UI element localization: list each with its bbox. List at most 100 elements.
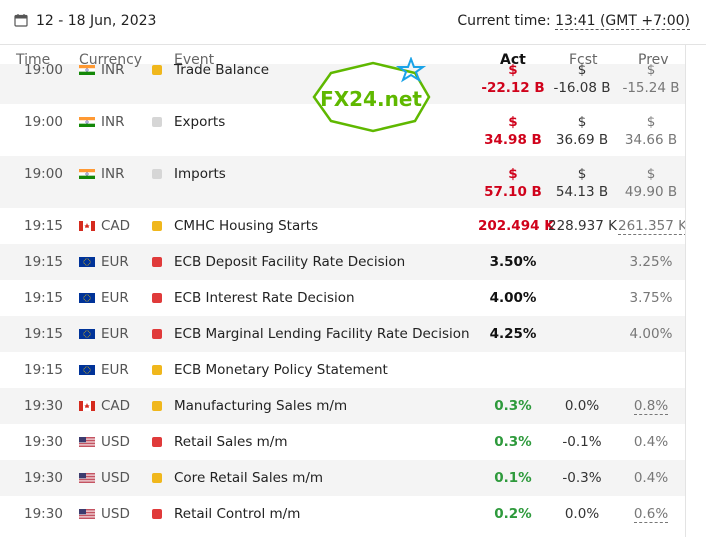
table-row[interactable]: 19:30 USD Retail Control m/m 0.2% 0.0% 0.6% (0, 496, 685, 532)
eu-flag-icon (79, 329, 95, 339)
events-table: 19:00 INR Trade Balance $ -22.12 B $ -16.08 B $… (0, 64, 685, 537)
watermark-text: FX24.net (320, 87, 422, 111)
table-row[interactable]: 19:15 EUR ECB Marginal Lending Facility Ra… (0, 316, 685, 352)
eu-flag-icon (79, 365, 95, 375)
importance-high-icon (152, 437, 162, 447)
eu-flag-icon (79, 257, 95, 267)
calendar-header: 12 - 18 Jun, 2023 Current time: 13:41 (G… (0, 0, 706, 45)
event-currency: EUR (101, 326, 129, 342)
table-row[interactable]: 19:00 INR Imports $57.10 B $54.13 B $49.90 B (0, 156, 685, 208)
india-flag-icon (79, 117, 95, 127)
event-time: 19:15 (24, 362, 63, 378)
actual-value: 4.00% (489, 290, 537, 306)
forecast-value: 0.0% (564, 506, 600, 522)
forecast-currency-symbol: $ (577, 114, 587, 130)
calendar-icon[interactable] (14, 13, 28, 27)
event-time: 19:30 (24, 506, 63, 522)
current-time-label: Current time: (457, 13, 551, 29)
event-currency: EUR (101, 290, 129, 306)
importance-medium-icon (152, 401, 162, 411)
column-currency: Currency (79, 52, 143, 68)
previous-value[interactable]: 0.8% (633, 398, 669, 415)
importance-medium-icon (152, 65, 162, 75)
actual-value: 34.98 B (484, 132, 542, 148)
table-row[interactable]: 19:15 EUR ECB Deposit Facility Rate Decisi… (0, 244, 685, 280)
previous-value-cell: 3.25% (618, 254, 684, 270)
event-name[interactable]: ECB Interest Rate Decision (174, 290, 355, 306)
usa-flag-icon (79, 509, 95, 519)
timezone-selector[interactable]: 13:41 (GMT +7:00) (555, 13, 690, 30)
table-header: Time Currency Event Act Fcst Prev (0, 45, 706, 75)
india-flag-icon (79, 169, 95, 179)
date-range-picker[interactable]: 12 - 18 Jun, 2023 (36, 13, 157, 29)
event-name[interactable]: ECB Monetary Policy Statement (174, 362, 388, 378)
event-name[interactable]: CMHC Housing Starts (174, 218, 319, 234)
table-row[interactable]: 19:30 CAD Manufacturing Sales m/m 0.3% 0.0% 0… (0, 388, 685, 424)
actual-value: 4.25% (489, 326, 537, 342)
importance-medium-icon (152, 473, 162, 483)
previous-value: 3.25% (629, 254, 673, 270)
column-event: Event (174, 52, 215, 68)
previous-currency-symbol: $ (646, 114, 656, 130)
event-name[interactable]: Retail Control m/m (174, 506, 301, 522)
previous-value: 0.4% (633, 434, 669, 450)
actual-value: -22.12 B (481, 80, 545, 96)
importance-high-icon (152, 293, 162, 303)
actual-value: 0.1% (494, 470, 532, 486)
forecast-currency-symbol: $ (577, 64, 587, 78)
actual-value: 202.494 K (478, 218, 555, 234)
importance-low-icon (152, 117, 162, 127)
event-currency: INR (101, 166, 125, 182)
table-row[interactable]: 19:15 CAD CMHC Housing Starts 202.494 K 228.… (0, 208, 685, 244)
actual-value: 0.2% (494, 506, 532, 522)
event-currency: CAD (101, 398, 131, 414)
forecast-value: 54.13 B (555, 184, 609, 200)
importance-medium-icon (152, 365, 162, 375)
event-currency: EUR (101, 362, 129, 378)
previous-value-cell: 261.357 K (618, 218, 685, 235)
event-name[interactable]: ECB Deposit Facility Rate Decision (174, 254, 406, 270)
canada-flag-icon (79, 221, 95, 231)
event-currency: EUR (101, 254, 129, 270)
eu-flag-icon (79, 293, 95, 303)
event-time: 19:15 (24, 326, 63, 342)
previous-currency-symbol: $ (646, 166, 656, 182)
previous-value: 34.66 B (624, 132, 678, 148)
table-row[interactable]: 19:00 INR Exports $34.98 B $36.69 B $34.66 B (0, 104, 685, 156)
event-name[interactable]: Retail Sales m/m (174, 434, 288, 450)
current-time: Current time: 13:41 (GMT +7:00) (457, 13, 690, 30)
previous-value-cell: 3.75% (618, 290, 684, 306)
event-name[interactable]: Manufacturing Sales m/m (174, 398, 348, 414)
table-row[interactable]: 19:30 USD Core Retail Sales m/m 0.1% -0.3% 0.… (0, 460, 685, 496)
event-name[interactable]: ECB Marginal Lending Facility Rate Decis… (174, 326, 470, 342)
previous-value: 0.4% (633, 470, 669, 486)
event-time: 19:30 (24, 470, 63, 486)
importance-low-icon (152, 169, 162, 179)
forecast-value: 228.937 K (548, 218, 617, 234)
event-time: 19:00 (24, 166, 63, 182)
actual-value: 0.3% (494, 398, 532, 414)
table-row[interactable]: 19:30 USD Retail Sales m/m 0.3% -0.1% 0.4% (0, 424, 685, 460)
forecast-value: -0.3% (562, 470, 602, 486)
column-prev: Prev (638, 52, 669, 68)
event-name[interactable]: Trade Balance (174, 64, 270, 78)
table-row[interactable]: 19:15 EUR ECB Monetary Policy Statement (0, 352, 685, 388)
forecast-value: -0.1% (562, 434, 602, 450)
previous-currency-symbol: $ (646, 64, 656, 78)
actual-currency-symbol: $ (508, 114, 518, 130)
event-name[interactable]: Exports (174, 114, 226, 130)
event-name[interactable]: Core Retail Sales m/m (174, 470, 324, 486)
event-time: 19:15 (24, 218, 63, 234)
previous-value[interactable]: 0.6% (633, 506, 669, 523)
event-name[interactable]: Imports (174, 166, 226, 182)
importance-high-icon (152, 329, 162, 339)
table-row[interactable]: 19:15 EUR ECB Interest Rate Decision 4.00% 3… (0, 280, 685, 316)
previous-value: 4.00% (629, 326, 673, 342)
column-time: Time (16, 52, 51, 68)
scrollbar-track[interactable] (685, 44, 686, 537)
india-flag-icon (79, 65, 95, 75)
importance-high-icon (152, 509, 162, 519)
fx24-watermark-logo: FX24.net (312, 57, 431, 133)
previous-value[interactable]: 261.357 K (618, 218, 685, 235)
event-currency: USD (101, 506, 130, 522)
